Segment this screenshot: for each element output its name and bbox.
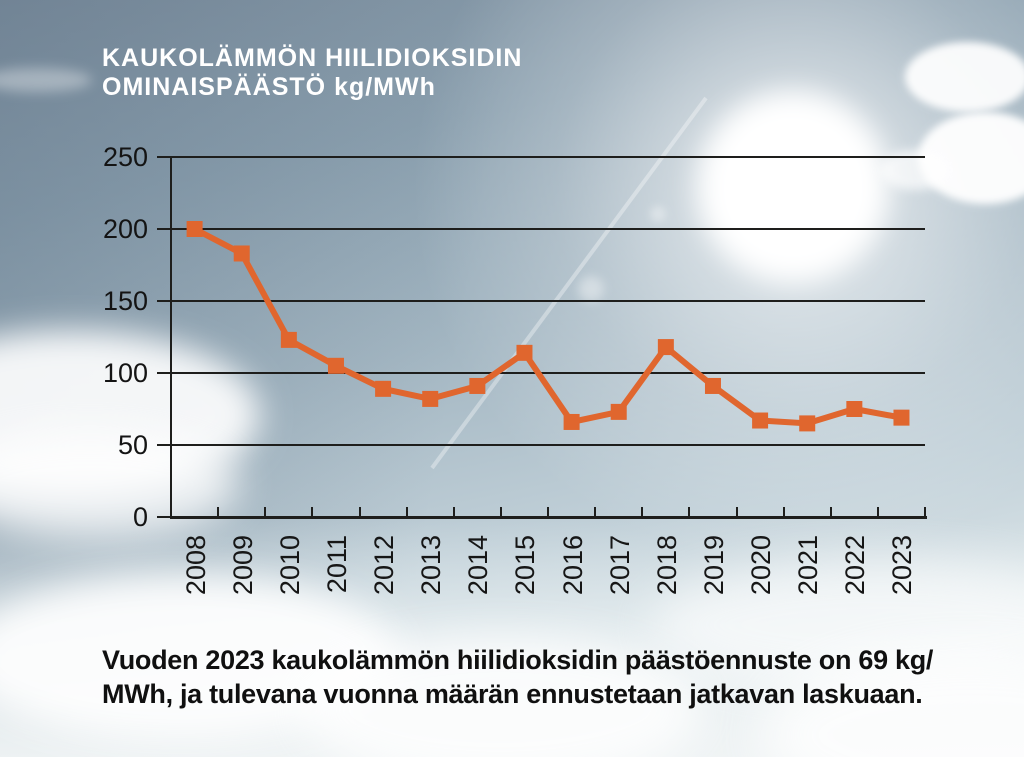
y-tick-label: 250 (102, 142, 148, 172)
lens-flare (650, 206, 666, 222)
lens-flare (578, 276, 604, 302)
sun-icon (698, 92, 888, 282)
y-tick-label: 200 (102, 214, 148, 244)
axis-tick (405, 507, 408, 517)
x-tick-label: 2018 (651, 535, 682, 596)
data-point-marker (893, 409, 910, 426)
data-point-marker (233, 245, 250, 262)
x-tick-label: 2014 (463, 535, 494, 596)
x-tick-label: 2015 (510, 535, 541, 596)
cloud (0, 430, 240, 540)
y-gridline (157, 228, 925, 230)
axis-tick (547, 507, 549, 517)
y-tick-label: 0 (132, 502, 148, 532)
x-tick-label: 2017 (604, 535, 635, 596)
axis-tick (876, 507, 879, 517)
y-axis (170, 157, 172, 519)
x-tick-label: 2022 (840, 535, 871, 596)
caption-line-2: MWh, ja tulevana vuonna määrän ennusteta… (102, 679, 923, 709)
x-tick-label: 2016 (557, 535, 588, 596)
data-point-marker (704, 377, 721, 394)
title-line-2: OMINAISPÄÄSTÖ kg/MWh (102, 73, 436, 101)
axis-tick (641, 507, 644, 517)
sun-glow (373, 0, 1024, 607)
x-tick-label: 2008 (180, 535, 211, 596)
axis-tick (499, 507, 502, 517)
caption-text: Vuoden 2023 kaukolämmön hiilidioksidin p… (102, 643, 933, 711)
cloud (0, 330, 260, 500)
data-point-marker (610, 403, 627, 420)
axis-tick (688, 507, 691, 517)
y-tick-label: 100 (102, 358, 148, 388)
data-point-marker (752, 412, 769, 429)
axis-tick (829, 507, 832, 517)
y-tick-label: 150 (102, 286, 148, 316)
data-point-marker (327, 357, 344, 374)
page-title: KAUKOLÄMMÖN HIILIDIOKSIDIN OMINAISPÄÄSTÖ… (102, 44, 522, 102)
data-point-marker (280, 331, 297, 348)
data-point-marker (516, 344, 533, 361)
cloud-haze (0, 520, 1024, 757)
x-tick-label: 2009 (227, 535, 258, 596)
axis-tick (311, 507, 314, 517)
contrail (430, 96, 708, 470)
x-tick-label: 2021 (793, 535, 824, 596)
y-gridline (157, 156, 925, 158)
data-point-marker (799, 415, 816, 432)
cloud (300, 635, 700, 757)
trend-line (193, 226, 903, 427)
axis-tick (358, 507, 361, 517)
axis-tick (735, 507, 738, 517)
axis-tick (924, 507, 926, 517)
x-tick-label: 2023 (887, 535, 918, 596)
data-point-marker (422, 390, 439, 407)
cloud (0, 575, 400, 740)
sun-core (733, 127, 853, 247)
data-point-marker (846, 401, 863, 417)
data-point-marker (657, 339, 674, 356)
x-tick-label: 2011 (321, 535, 352, 594)
axis-tick (594, 507, 597, 517)
data-point-marker (563, 413, 580, 430)
title-line-1: KAUKOLÄMMÖN HIILIDIOKSIDIN (102, 44, 523, 72)
cloud (760, 650, 1024, 757)
x-tick-label: 2010 (274, 535, 305, 596)
cloud (918, 112, 1024, 204)
axis-tick (264, 507, 267, 517)
x-tick-label: 2019 (698, 535, 729, 596)
y-gridline (157, 372, 925, 374)
x-tick-label: 2012 (369, 535, 400, 596)
data-point-marker (375, 380, 392, 397)
axis-tick (452, 507, 455, 517)
axis-tick (782, 507, 785, 517)
y-tick-label: 50 (117, 430, 148, 460)
x-tick-label: 2013 (416, 535, 447, 596)
caption-line-1: Vuoden 2023 kaukolämmön hiilidioksidin p… (102, 645, 934, 675)
y-gridline (157, 516, 925, 518)
x-axis (170, 516, 927, 519)
y-gridline (157, 300, 925, 302)
x-tick-label: 2020 (746, 535, 777, 596)
cloud (0, 68, 92, 92)
y-gridline (157, 444, 925, 446)
data-point-marker (186, 221, 203, 237)
axis-tick (217, 507, 220, 517)
cloud (880, 150, 950, 190)
cloud (905, 42, 1024, 112)
data-point-marker (469, 377, 486, 394)
cloud (650, 560, 1024, 690)
